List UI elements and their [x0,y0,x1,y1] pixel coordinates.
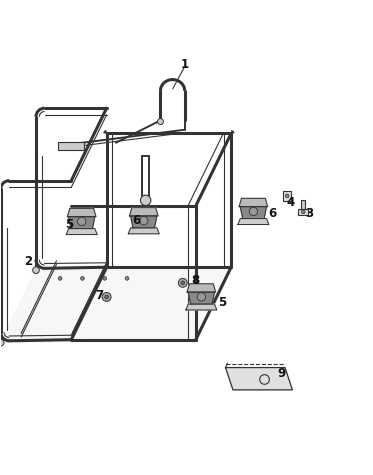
Circle shape [103,276,107,280]
Polygon shape [188,292,214,304]
Circle shape [301,210,305,214]
FancyBboxPatch shape [58,142,84,150]
Circle shape [197,293,206,301]
FancyBboxPatch shape [283,190,291,201]
Circle shape [181,281,185,285]
Polygon shape [128,228,159,234]
Circle shape [58,276,62,280]
Polygon shape [68,209,96,217]
Circle shape [140,195,151,206]
Polygon shape [131,216,157,228]
Polygon shape [69,217,95,228]
Circle shape [285,194,289,198]
Circle shape [78,217,86,226]
Text: 7: 7 [95,289,103,302]
Text: 2: 2 [25,255,32,268]
Text: 4: 4 [286,196,295,209]
Polygon shape [129,208,158,216]
Polygon shape [1,270,231,342]
Circle shape [81,276,84,280]
Circle shape [178,278,187,287]
Polygon shape [66,228,97,235]
Circle shape [33,267,39,274]
Circle shape [157,119,163,124]
Polygon shape [238,218,269,225]
Polygon shape [240,207,266,218]
Polygon shape [186,304,217,310]
Text: 1: 1 [181,58,189,71]
Text: 8: 8 [192,274,200,287]
Circle shape [140,217,148,225]
Text: 5: 5 [218,296,226,309]
Circle shape [105,295,109,299]
Text: 6: 6 [132,214,141,227]
Circle shape [249,207,257,216]
Circle shape [102,293,111,302]
Text: 3: 3 [305,207,313,220]
Polygon shape [187,284,216,292]
Polygon shape [226,368,292,390]
Polygon shape [239,199,268,207]
Circle shape [125,276,129,280]
Circle shape [0,339,4,346]
FancyBboxPatch shape [301,200,305,209]
FancyBboxPatch shape [298,209,308,215]
Text: 5: 5 [65,218,73,231]
Text: 6: 6 [268,207,276,220]
Text: 9: 9 [277,367,285,380]
